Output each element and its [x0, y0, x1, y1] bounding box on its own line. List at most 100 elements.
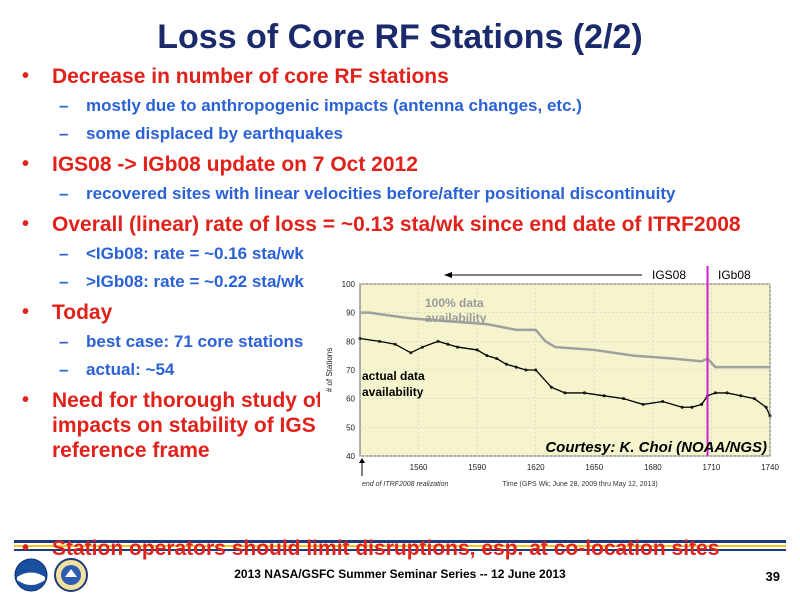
- series-actual-point: [393, 342, 397, 346]
- series-actual-point: [661, 400, 665, 404]
- series-actual-point: [622, 397, 626, 401]
- x-tick-label: 1710: [703, 463, 721, 472]
- x-tick-label: 1560: [410, 463, 428, 472]
- chart-svg: 40 50 60 70 80 90 100 1560 1590 1620 1650 1680 1710 1…: [325, 266, 779, 488]
- bullet-5-text: Need for thorough study of impacts on st…: [52, 389, 323, 462]
- series-actual-point: [446, 342, 450, 346]
- series-actual-point: [641, 402, 645, 406]
- dash-glyph: –: [59, 272, 69, 291]
- bullet-6-text: Station operators should limit disruptio…: [52, 537, 720, 560]
- y-tick-label: 80: [346, 337, 355, 346]
- series-actual-point: [549, 385, 553, 389]
- actual-label-line2: availability: [362, 385, 424, 399]
- series-actual-point: [739, 394, 743, 398]
- igb08-label: IGb08: [718, 268, 751, 282]
- series-actual-point: [495, 357, 499, 361]
- slide-title: Loss of Core RF Stations (2/2): [157, 18, 643, 56]
- sub-bullet-text: actual: ~54: [86, 360, 175, 379]
- series-actual-point: [485, 354, 489, 358]
- series-actual-point: [602, 394, 606, 398]
- sub-bullet-text: <IGb08: rate = ~0.16 sta/wk: [86, 244, 304, 263]
- sub-bullet: – >IGb08: rate = ~0.22 sta/wk: [22, 271, 386, 293]
- dash-glyph: –: [59, 332, 69, 351]
- sub-bullet: – some displaced by earthquakes: [22, 123, 782, 145]
- series-100-line: [360, 311, 770, 369]
- bullet-2-text: IGS08 -> IGb08 update on 7 Oct 2012: [52, 153, 418, 176]
- x-tick-label: 1740: [761, 463, 779, 472]
- y-tick-label: 50: [346, 423, 355, 432]
- availability-100-label-line2: availability: [425, 311, 487, 325]
- bullet-glyph: •: [22, 301, 30, 323]
- footer-rule: [14, 540, 786, 543]
- availability-100-label-line1: 100% data: [425, 296, 484, 310]
- end-itrf-arrowhead: [359, 458, 365, 463]
- commerce-seal-logo: [54, 558, 88, 592]
- sub-bullet: – best case: 71 core stations: [22, 331, 386, 353]
- sub-bullet-text: mostly due to anthropogenic impacts (ant…: [86, 96, 582, 115]
- x-tick-label: 1650: [585, 463, 603, 472]
- bullet-2: • IGS08 -> IGb08 update on 7 Oct 2012: [22, 152, 782, 177]
- series-actual-point: [378, 339, 382, 343]
- series-actual-point: [700, 402, 704, 406]
- bullet-3-text: Overall (linear) rate of loss = ~0.13 st…: [52, 213, 741, 236]
- series-actual-point: [563, 391, 567, 395]
- x-tick-label: 1590: [468, 463, 486, 472]
- sub-bullet: – <IGb08: rate = ~0.16 sta/wk: [22, 243, 386, 265]
- series-actual-point: [504, 362, 508, 366]
- bullet-1-text: Decrease in number of core RF stations: [52, 65, 449, 88]
- x-axis-label: Time (GPS Wk; June 28, 2009 thru May 12,…: [502, 481, 657, 488]
- sub-bullet: – recovered sites with linear velocities…: [22, 183, 782, 205]
- bullet-5: • Need for thorough study of impacts on …: [22, 388, 342, 463]
- station-count-chart: 40 50 60 70 80 90 100 1560 1590 1620 1650 1680 1710 1…: [320, 262, 782, 494]
- bullet-1: • Decrease in number of core RF stations: [22, 64, 782, 89]
- y-tick-label: 70: [346, 366, 355, 375]
- dash-glyph: –: [59, 124, 69, 143]
- series-actual-point: [713, 391, 717, 395]
- series-actual-point: [752, 397, 756, 401]
- y-tick-label: 60: [346, 395, 355, 404]
- x-tick-label: 1620: [527, 463, 545, 472]
- y-axis-label: # of Stations: [325, 348, 334, 392]
- bullet-glyph: •: [22, 153, 30, 175]
- igs08-label: IGS08: [652, 268, 686, 282]
- bullet-4: • Today: [22, 300, 782, 325]
- dash-glyph: –: [59, 184, 69, 203]
- y-tick-label: 40: [346, 452, 355, 461]
- dash-glyph: –: [59, 96, 69, 115]
- dash-glyph: –: [59, 360, 69, 379]
- sub-bullet: – actual: ~54: [22, 359, 386, 381]
- series-actual-point: [514, 365, 518, 369]
- bullet-3: • Overall (linear) rate of loss = ~0.13 …: [22, 212, 782, 237]
- series-actual-point: [409, 351, 413, 355]
- sub-bullet-text: some displaced by earthquakes: [86, 124, 343, 143]
- actual-label-line1: actual data: [362, 369, 425, 383]
- sub-bullet-text: >IGb08: rate = ~0.22 sta/wk: [86, 272, 304, 291]
- footer-rule-accent: [14, 545, 786, 547]
- bullet-glyph: •: [22, 537, 30, 559]
- series-actual-point: [768, 414, 772, 418]
- sub-bullet-text: recovered sites with linear velocities b…: [86, 184, 676, 203]
- y-tick-label: 90: [346, 309, 355, 318]
- end-itrf-label: end of ITRF2008 realization: [362, 481, 448, 488]
- series-actual-point: [436, 339, 440, 343]
- bullet-glyph: •: [22, 65, 30, 87]
- series-actual-point: [680, 405, 684, 409]
- footer-rule: [14, 549, 786, 551]
- series-actual-point: [764, 405, 768, 409]
- series-actual-point: [358, 336, 362, 340]
- series-actual-point: [534, 368, 538, 372]
- courtesy-label: Courtesy: K. Choi (NOAA/NGS): [545, 439, 767, 456]
- series-actual-point: [420, 345, 424, 349]
- bullet-4-text: Today: [52, 301, 113, 324]
- bullet-glyph: •: [22, 213, 30, 235]
- bullet-list: • Decrease in number of core RF stations…: [22, 64, 782, 463]
- bullet-glyph: •: [22, 389, 30, 411]
- series-actual-point: [725, 391, 729, 395]
- series-actual-point: [475, 348, 479, 352]
- footer-text: 2013 NASA/GSFC Summer Seminar Series -- …: [234, 567, 566, 581]
- series-actual-point: [524, 368, 528, 372]
- bullet-6: • Station operators should limit disrupt…: [22, 536, 800, 561]
- page-number: 39: [765, 569, 780, 584]
- series-actual-point: [690, 405, 694, 409]
- series-actual-point: [456, 345, 460, 349]
